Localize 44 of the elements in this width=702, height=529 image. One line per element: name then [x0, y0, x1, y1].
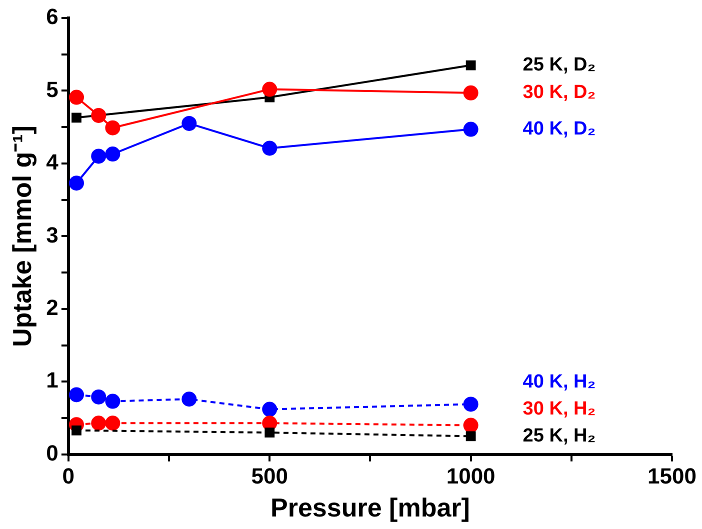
point: [466, 60, 476, 70]
y-tick-label: 2: [46, 294, 58, 320]
point: [262, 82, 278, 97]
point: [262, 402, 278, 417]
text: 30 K, H₂: [522, 398, 596, 420]
point: [264, 428, 275, 438]
point: [463, 85, 478, 100]
point: [72, 112, 82, 123]
point: [68, 387, 84, 402]
text: 25 K, D₂: [522, 54, 596, 76]
point: [72, 425, 82, 436]
x-tick-label: 1500: [648, 464, 696, 489]
y-axis-title: Uptake [mmol g⁻¹]: [6, 126, 37, 347]
point: [91, 148, 106, 164]
y-tick-label: 5: [46, 76, 58, 102]
y-tick-label: 0: [46, 440, 58, 466]
point: [68, 90, 84, 105]
point: [463, 396, 478, 412]
point: [262, 140, 278, 156]
point: [182, 392, 197, 407]
point: [463, 122, 478, 137]
point: [91, 108, 106, 123]
point: [105, 416, 120, 431]
x-tick-label: 1000: [446, 464, 496, 489]
y-tick-label: 4: [46, 150, 60, 175]
point: [105, 394, 120, 409]
x-tick-label: 0: [62, 464, 75, 489]
point: [463, 418, 478, 433]
y-tick-label: 6: [46, 4, 58, 30]
text: 25 K, H₂: [522, 425, 596, 446]
x-axis-title: Pressure [mbar]: [270, 492, 470, 523]
point: [105, 120, 120, 136]
y-tick-label: 1: [46, 368, 58, 393]
text: 40 K, H₂: [522, 371, 596, 392]
x-tick-label: 500: [251, 464, 288, 489]
point: [91, 416, 106, 431]
point: [105, 146, 120, 162]
text: 30 K, D₂: [522, 82, 596, 104]
point: [68, 176, 84, 191]
point: [182, 116, 197, 131]
text: 40 K, D₂: [522, 118, 596, 140]
y-tick-label: 3: [46, 222, 58, 248]
point: [466, 431, 476, 442]
point: [91, 389, 106, 404]
